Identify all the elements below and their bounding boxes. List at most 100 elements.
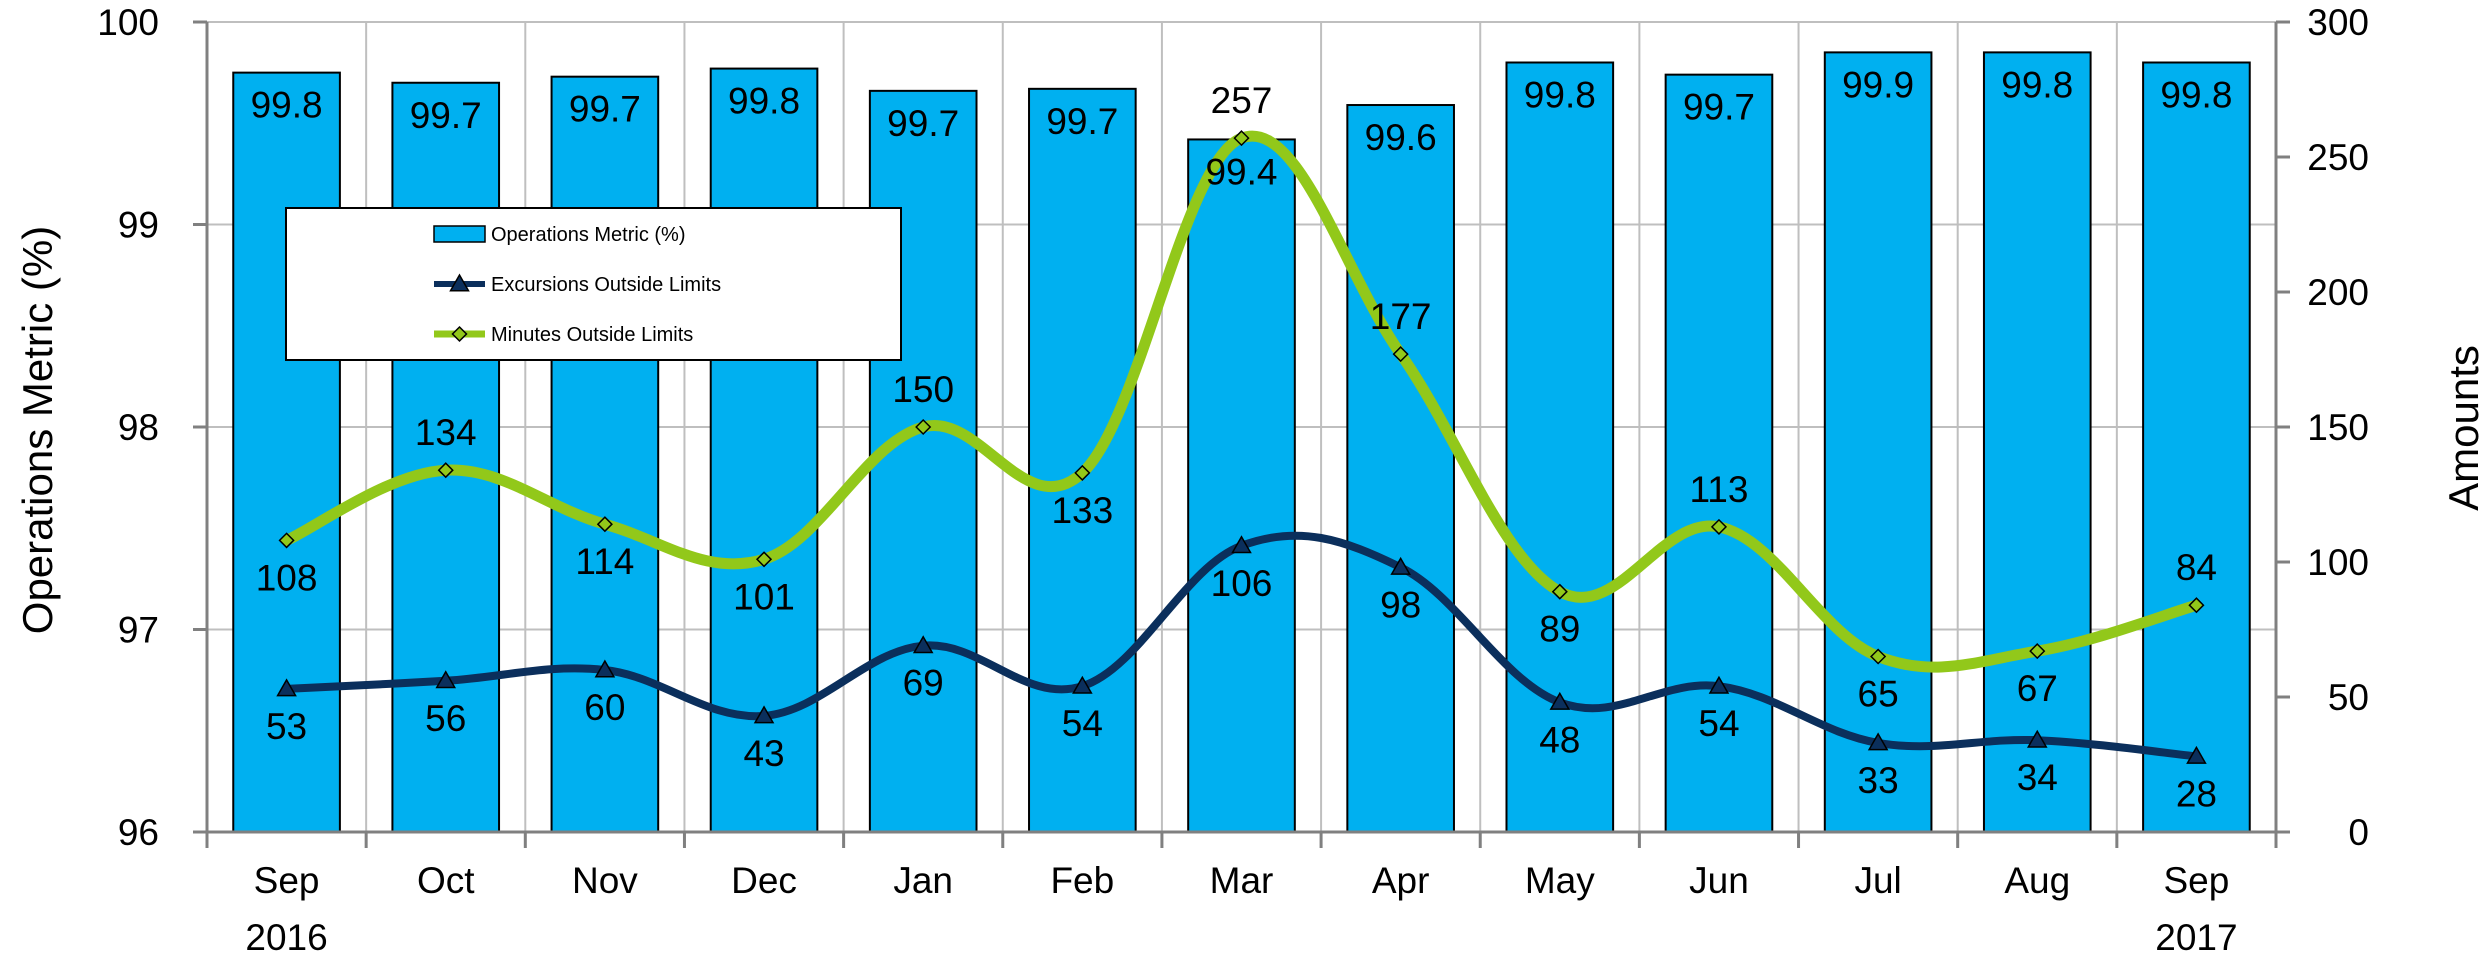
bar [232, 71, 341, 833]
y2-tick-label: 150 [2307, 407, 2369, 448]
marker-triangle [449, 273, 470, 292]
excursions-value-label: 98 [1380, 584, 1421, 625]
bar-value-label: 99.8 [2001, 64, 2073, 105]
series-lines [276, 130, 2207, 764]
marker-diamond [1551, 583, 1568, 600]
marker-triangle [1231, 535, 1252, 554]
y2-axis-title: Amounts [2440, 345, 2487, 511]
bar-value-label: 99.7 [1046, 101, 1118, 142]
x-tick-label: Jun [1689, 860, 1749, 901]
excursions-value-label: 56 [425, 698, 466, 739]
legend-label: Operations Metric (%) [491, 224, 686, 246]
legend-label: Excursions Outside Limits [491, 274, 721, 296]
minutes-value-label: 108 [256, 557, 318, 598]
marker-diamond [755, 551, 773, 568]
x-tick-label: Jul [1854, 860, 1901, 901]
minutes-value-label: 134 [415, 412, 477, 453]
marker-triangle [1072, 675, 1093, 694]
minutes-value-label: 84 [2176, 547, 2217, 588]
bar-value-label: 99.8 [1524, 75, 1596, 116]
minutes-value-label: 89 [1539, 609, 1580, 650]
marker-triangle [1549, 691, 1571, 710]
marker-diamond [1074, 464, 1091, 481]
minutes-value-label: 67 [2017, 668, 2058, 709]
marker-diamond [1710, 518, 1728, 535]
excursions-value-label: 60 [584, 687, 625, 728]
minutes-value-label: 113 [1689, 469, 1748, 510]
excursions-value-label: 28 [2176, 773, 2217, 814]
x-tick-label: Nov [572, 860, 638, 901]
excursions-value-label: 106 [1211, 563, 1273, 604]
marker-triangle [276, 678, 297, 697]
x-tick-label: Feb [1050, 860, 1114, 901]
bar-value-label: 99.4 [1205, 151, 1277, 192]
marker-triangle [1708, 675, 1730, 694]
marker-triangle [753, 705, 775, 724]
bar [2142, 61, 2251, 833]
minutes-value-label: 101 [733, 576, 795, 617]
bar-value-label: 99.8 [728, 81, 800, 122]
x-year-label: 2016 [245, 917, 327, 956]
axes: 96 97 98 99 100 0 50 100 150 200 250 300 Sep Oct Nov De… [97, 2, 2369, 956]
marker-diamond [1392, 346, 1409, 363]
bar-value-label: 99.8 [2160, 75, 2232, 116]
marker-triangle [2026, 729, 2048, 748]
data-labels: 99.8 99.7 99.7 99.8 99.7 99.7 99.4 99.6 99.8 99.7… [251, 64, 2233, 814]
minutes-value-label: 177 [1370, 296, 1432, 337]
bar [1982, 51, 2092, 833]
y2-tick-label: 200 [2307, 272, 2369, 313]
legend-label: Minutes Outside Limits [491, 324, 693, 346]
marker-diamond [2029, 643, 2046, 660]
marker-triangle [435, 670, 457, 689]
x-year-label: 2017 [2155, 917, 2237, 956]
legend-box [285, 207, 902, 361]
x-tick-label: Oct [417, 860, 475, 901]
marker-diamond [596, 516, 613, 533]
marker-diamond [451, 325, 468, 343]
marker-diamond [278, 532, 295, 549]
bar [550, 75, 660, 834]
excursions-value-label: 48 [1539, 719, 1580, 760]
bar [1664, 73, 1774, 833]
bar [1505, 61, 1615, 833]
y-tick-label: 100 [97, 2, 159, 43]
marker-diamond [1870, 648, 1887, 665]
y-tick-label: 97 [118, 610, 159, 651]
x-tick-label: Apr [1372, 860, 1430, 901]
minutes-value-label: 133 [1051, 490, 1113, 531]
y-tick-label: 98 [118, 407, 159, 448]
x-tick-label: May [1525, 860, 1595, 901]
y2-tick-label: 50 [2328, 677, 2369, 718]
x-tick-label: Dec [731, 860, 797, 901]
y2-tick-label: 250 [2307, 137, 2369, 178]
y2-tick-label: 0 [2348, 812, 2369, 853]
bar-value-label: 99.7 [887, 103, 959, 144]
legend-swatch-bar [433, 225, 486, 243]
minutes-value-label: 114 [575, 541, 634, 582]
bar [1823, 51, 1933, 833]
legend: Operations Metric (%) Excursions Outside … [285, 207, 902, 361]
marker-diamond [915, 418, 932, 436]
x-tick-label: Mar [1210, 860, 1274, 901]
minutes-value-label: 150 [892, 369, 954, 410]
x-tick-label: Sep [2164, 860, 2230, 901]
marker-triangle [912, 635, 934, 654]
y-tick-label: 96 [118, 812, 159, 853]
marker-triangle [1390, 556, 1411, 575]
x-tick-label: Sep [254, 860, 320, 901]
bar-value-label: 99.9 [1842, 64, 1914, 105]
minutes-value-label: 257 [1211, 80, 1273, 121]
y-tick-label: 99 [118, 205, 159, 246]
excursions-value-label: 53 [266, 706, 307, 747]
x-tick-label: Aug [2004, 860, 2070, 901]
bar-value-label: 99.8 [251, 85, 323, 126]
excursions-value-label: 54 [1698, 703, 1739, 744]
excursions-value-label: 54 [1062, 703, 1103, 744]
marker-diamond [1233, 130, 1250, 147]
excursions-value-label: 69 [903, 663, 944, 704]
marker-triangle [594, 659, 616, 678]
marker-diamond [437, 462, 454, 479]
marker-diamond [2188, 597, 2205, 614]
minutes-value-label: 65 [1858, 674, 1899, 715]
bar-value-label: 99.7 [410, 95, 482, 136]
